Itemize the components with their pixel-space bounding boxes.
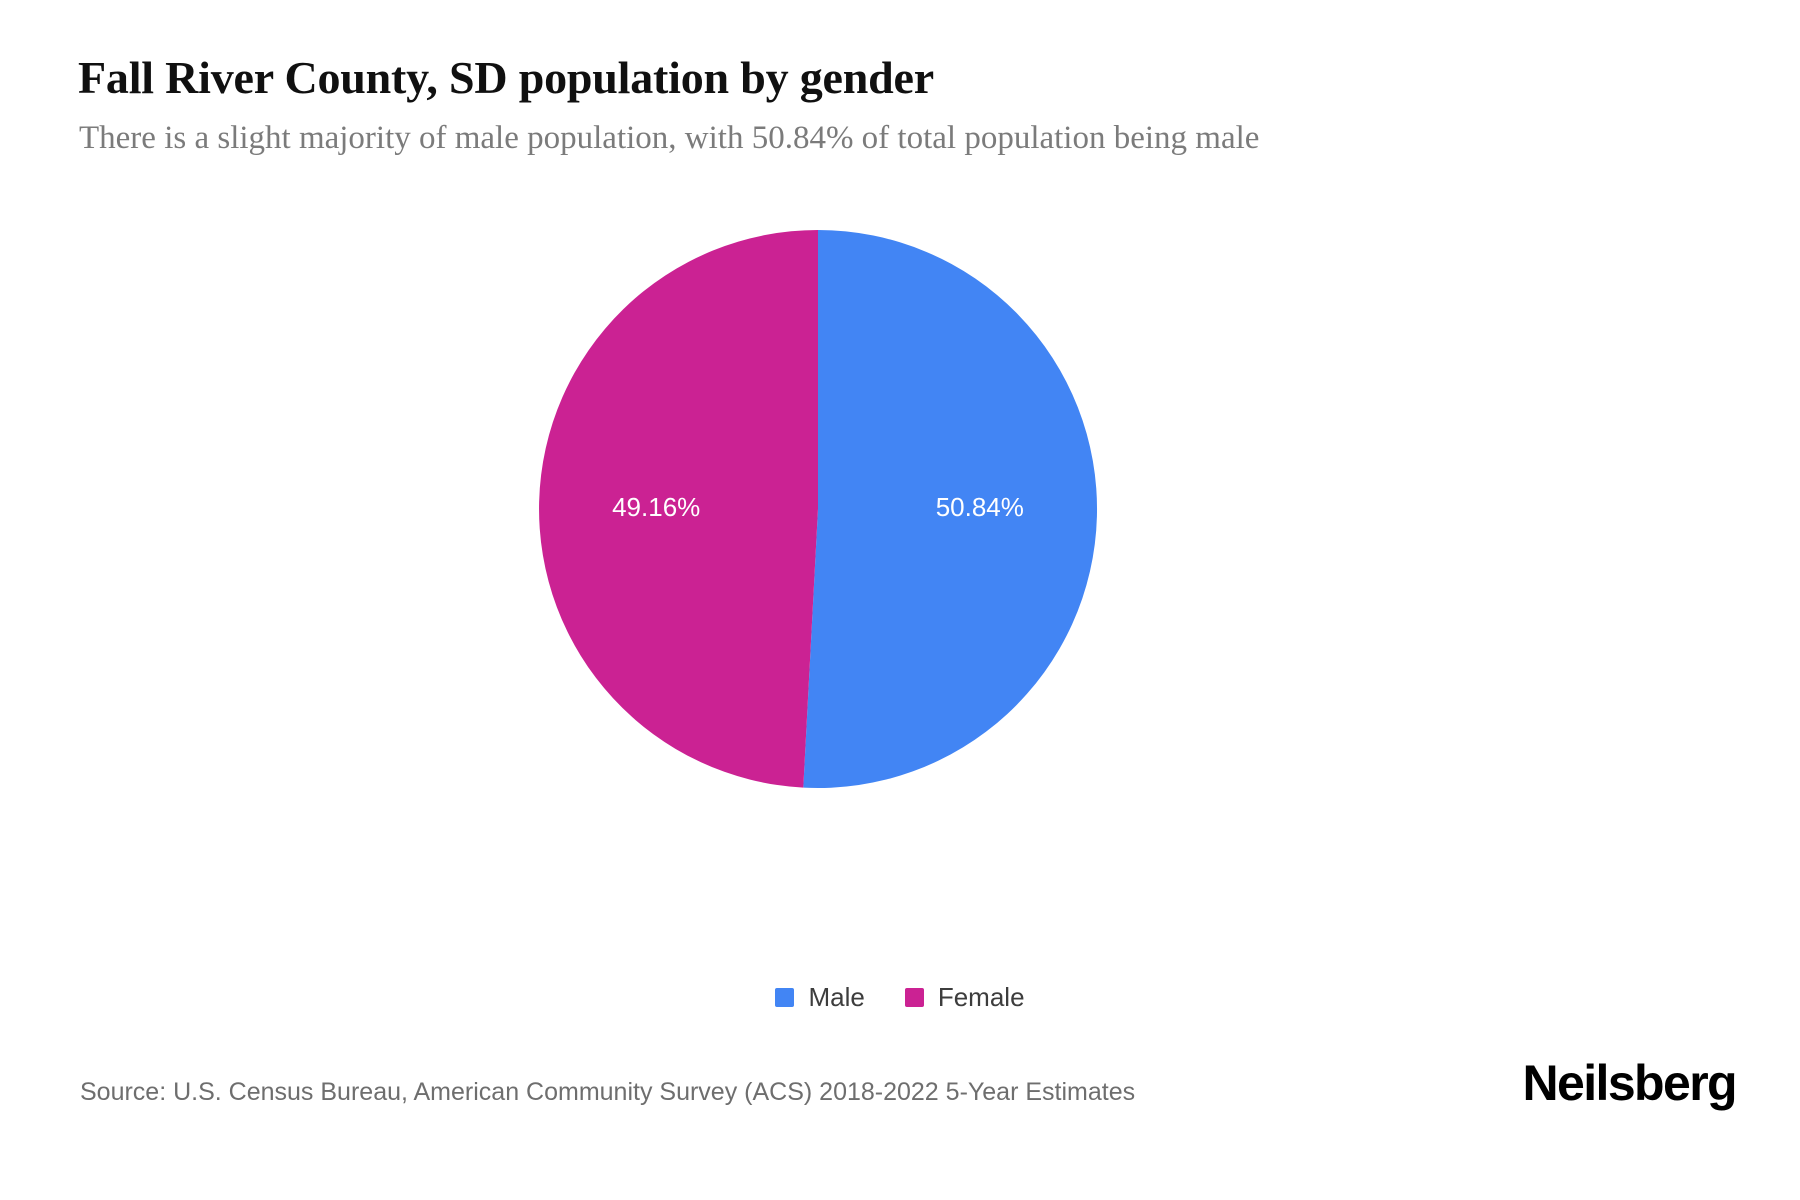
legend-label-male: Male xyxy=(808,982,865,1012)
page-title: Fall River County, SD population by gend… xyxy=(78,52,934,103)
chart-legend: Male Female xyxy=(0,982,1800,1012)
source-note: Source: U.S. Census Bureau, American Com… xyxy=(80,1078,1136,1106)
pie-slice-label-male: 50.84% xyxy=(936,492,1024,522)
pie-chart-svg: 50.84% 49.16% xyxy=(539,230,1098,789)
chart-subtitle: There is a slight majority of male popul… xyxy=(79,120,1260,156)
legend-swatch-male-icon xyxy=(775,987,795,1007)
legend-item-male[interactable]: Male xyxy=(775,982,865,1012)
legend-label-female: Female xyxy=(937,982,1025,1012)
legend-item-female[interactable]: Female xyxy=(904,982,1025,1012)
pie-slice-male[interactable] xyxy=(803,230,1098,789)
pie-chart-plot-area: 50.84% 49.16% xyxy=(0,190,1800,830)
pie-slice-label-female: 49.16% xyxy=(612,492,700,522)
legend-swatch-female-icon xyxy=(904,987,924,1007)
brand-logo[interactable]: Neilsberg xyxy=(1522,1055,1738,1111)
pie-slice-female[interactable] xyxy=(539,230,818,788)
